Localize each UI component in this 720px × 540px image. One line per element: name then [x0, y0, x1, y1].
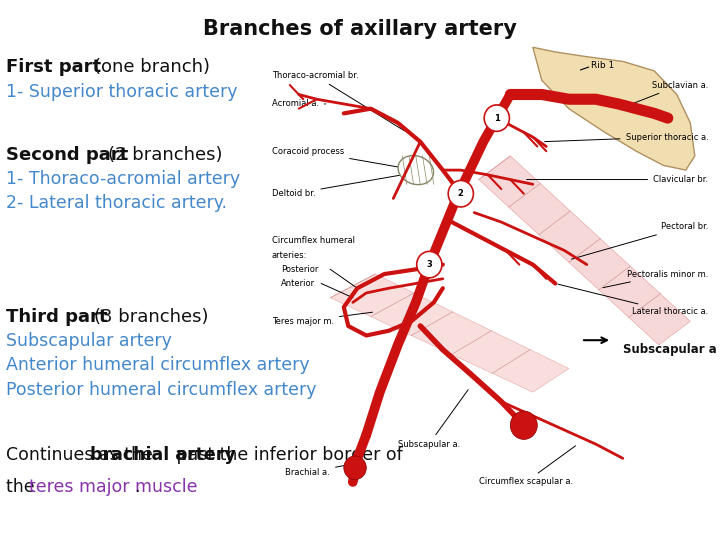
- Text: Pectoralis minor m.: Pectoralis minor m.: [603, 269, 708, 288]
- Text: 2- Lateral thoracic artery.: 2- Lateral thoracic artery.: [6, 194, 227, 212]
- Text: Teres major m.: Teres major m.: [272, 312, 372, 326]
- Text: (one branch): (one branch): [94, 58, 210, 76]
- Polygon shape: [533, 47, 695, 170]
- Text: Posterior: Posterior: [281, 265, 318, 274]
- Text: Superior thoracic a.: Superior thoracic a.: [544, 132, 708, 141]
- Text: Deltoid br.: Deltoid br.: [272, 176, 400, 198]
- Text: Circumflex humeral: Circumflex humeral: [272, 237, 355, 246]
- Text: 3: 3: [426, 260, 432, 269]
- Text: (3 branches): (3 branches): [94, 308, 209, 326]
- Text: Third part: Third part: [6, 308, 114, 326]
- Ellipse shape: [398, 156, 433, 185]
- Text: Brachial a.: Brachial a.: [285, 463, 354, 477]
- Text: arteries:: arteries:: [272, 251, 307, 260]
- Text: Subscapular artery: Subscapular artery: [6, 332, 171, 350]
- Text: Anterior: Anterior: [281, 279, 315, 288]
- Text: Subscapular a: Subscapular a: [623, 343, 716, 356]
- Circle shape: [344, 456, 366, 480]
- Text: Clavicular br.: Clavicular br.: [526, 175, 708, 184]
- Text: Rib 1: Rib 1: [591, 62, 615, 70]
- Circle shape: [448, 180, 474, 207]
- Text: Subclavian a.: Subclavian a.: [634, 80, 708, 103]
- Text: Circumflex scapular a.: Circumflex scapular a.: [479, 446, 575, 487]
- Text: Thoraco-acromial br.: Thoraco-acromial br.: [272, 71, 405, 131]
- Text: (2 branches): (2 branches): [108, 146, 222, 164]
- Text: Pectoral br.: Pectoral br.: [572, 222, 708, 259]
- Text: 1: 1: [494, 113, 500, 123]
- Text: Lateral thoracic a.: Lateral thoracic a.: [558, 284, 708, 316]
- Text: brachial artery: brachial artery: [90, 446, 235, 463]
- Polygon shape: [330, 274, 569, 392]
- Circle shape: [417, 251, 442, 278]
- Text: the: the: [6, 478, 40, 496]
- Text: Posterior humeral circumflex artery: Posterior humeral circumflex artery: [6, 381, 316, 399]
- Text: past the inferior border of: past the inferior border of: [171, 446, 402, 463]
- Text: Second part: Second part: [6, 146, 134, 164]
- Text: Anterior humeral circumflex artery: Anterior humeral circumflex artery: [6, 356, 310, 374]
- Text: teres major muscle: teres major muscle: [29, 478, 197, 496]
- Text: First part: First part: [6, 58, 107, 76]
- Text: Subscapular a.: Subscapular a.: [397, 390, 468, 449]
- Text: Continues as the: Continues as the: [6, 446, 158, 463]
- Text: Branches of axillary artery: Branches of axillary artery: [203, 19, 517, 39]
- Text: Coracoid process: Coracoid process: [272, 147, 413, 170]
- Text: 1- Thoraco-acromial artery: 1- Thoraco-acromial artery: [6, 170, 240, 188]
- Polygon shape: [479, 156, 690, 345]
- Circle shape: [484, 105, 510, 131]
- Circle shape: [510, 411, 537, 440]
- Text: 1- Superior thoracic artery: 1- Superior thoracic artery: [6, 83, 238, 100]
- Text: Acromial a.: Acromial a.: [272, 99, 325, 109]
- Text: .: .: [134, 478, 140, 496]
- Text: 2: 2: [458, 189, 464, 198]
